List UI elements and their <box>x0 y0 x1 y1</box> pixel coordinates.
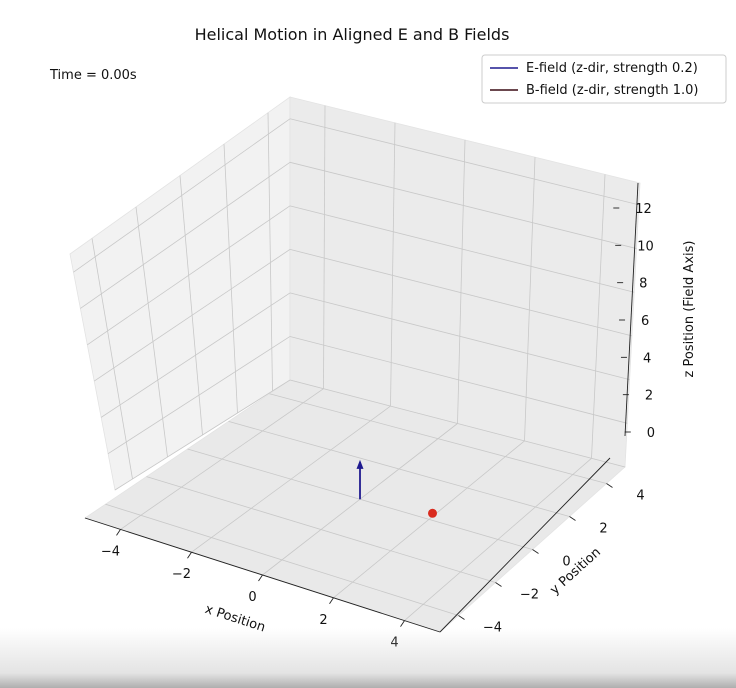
y-tick <box>569 516 576 521</box>
z-tick-label: 12 <box>635 202 652 217</box>
legend-label-e-field: E-field (z-dir, strength 0.2) <box>526 61 698 76</box>
wall-grid-z <box>107 336 291 455</box>
wall-grid-y <box>179 175 203 436</box>
chart-title: Helical Motion in Aligned E and B Fields <box>195 25 510 44</box>
y-tick-label: −2 <box>520 588 539 603</box>
z-tick-label: 4 <box>643 351 651 366</box>
floor-grid-x <box>333 440 525 599</box>
wall-grid-y <box>267 112 273 392</box>
grid-lines <box>73 105 639 621</box>
y-tick-label: 2 <box>599 522 607 537</box>
wall-grid-x <box>323 105 326 389</box>
x-tick <box>400 620 405 627</box>
y-axis-label: y Position <box>547 545 603 598</box>
x-tick-label: 4 <box>390 636 398 651</box>
x-tick-label: 0 <box>248 590 256 605</box>
z-tick-label: 2 <box>645 389 653 404</box>
wall-grid-x <box>390 122 396 407</box>
y-tick-label: −4 <box>483 621 502 636</box>
wall-grid-z <box>100 292 291 418</box>
wall-grid-z <box>289 336 628 424</box>
z-tick-label: 0 <box>647 426 655 441</box>
wall-grid-x <box>457 139 466 424</box>
x-tick-label: −2 <box>172 567 191 582</box>
y-tick-label: 4 <box>636 489 644 504</box>
wall-grid-z <box>289 292 630 381</box>
wall-grid-z <box>114 379 291 491</box>
wall-grid-x <box>591 174 606 459</box>
y-tick <box>495 582 502 587</box>
y-tick <box>458 615 465 620</box>
x-tick <box>258 574 263 582</box>
z-tick-label: 10 <box>637 239 654 254</box>
legend-frame <box>481 54 727 104</box>
wall-grid-z <box>73 118 291 273</box>
wall-grid-y <box>91 238 133 480</box>
time-readout: Time = 0.00s <box>49 68 137 83</box>
x-tick <box>187 551 192 559</box>
z-axis-line <box>624 182 639 437</box>
data-marks <box>356 459 437 518</box>
legend-label-b-field: B-field (z-dir, strength 1.0) <box>526 83 699 98</box>
y-tick <box>532 549 539 554</box>
x-axis-label: x Position <box>203 602 267 636</box>
wall-grid-z <box>289 161 637 249</box>
z-tick-label: 8 <box>639 277 647 292</box>
wall-grid-z <box>289 248 633 337</box>
y-axis-line <box>439 457 611 633</box>
axes-panes <box>69 96 641 633</box>
e-field-arrow-head <box>356 459 364 469</box>
floor-grid-y <box>269 393 607 484</box>
y-tick-label: 0 <box>562 555 570 570</box>
particle-marker <box>428 508 437 518</box>
floor-grid-x <box>404 457 592 621</box>
wall-grid-y <box>135 206 168 458</box>
wall-grid-x <box>524 157 536 441</box>
wall-grid-z <box>289 205 635 293</box>
wall-grid-z <box>87 205 291 346</box>
x-tick-label: −4 <box>101 544 120 559</box>
z-axis-label: z Position (Field Axis) <box>682 241 697 378</box>
floor-grid-y <box>228 421 570 517</box>
x-tick <box>116 529 121 536</box>
x-tick <box>329 597 334 605</box>
x-tick-label: 2 <box>319 613 327 628</box>
wall-grid-y <box>223 144 238 414</box>
wall-grid-z <box>289 118 639 206</box>
legend: E-field (z-dir, strength 0.2) B-field (z… <box>481 54 727 104</box>
z-tick-label: 6 <box>641 314 649 329</box>
y-tick <box>606 483 613 488</box>
wall-grid-z <box>80 161 291 309</box>
wall-grid-z <box>94 249 291 382</box>
wall-grid-z <box>289 379 626 468</box>
